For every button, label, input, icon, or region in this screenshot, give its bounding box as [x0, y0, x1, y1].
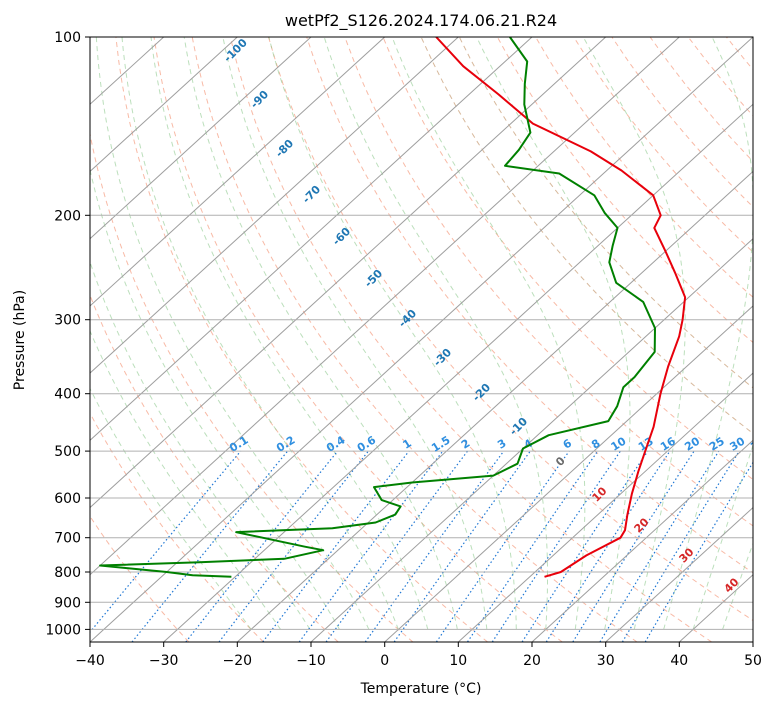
- x-tick-label: 10: [449, 653, 467, 669]
- dry-adiabat: [90, 515, 190, 642]
- moist-adiabat: [150, 37, 429, 630]
- dewpoint-profile: [99, 37, 656, 578]
- x-tick-label: −30: [149, 653, 179, 669]
- moist-adiabat: [391, 37, 586, 630]
- x-tick-label: −40: [75, 653, 105, 669]
- mixing-ratio-line: [545, 450, 671, 642]
- isotherm: [90, 37, 312, 240]
- moist-adiabat: [121, 37, 399, 630]
- x-tick-label: −10: [296, 653, 326, 669]
- mixing-ratio-line: [131, 450, 289, 642]
- moist-adiabat: [476, 37, 631, 630]
- isotherm: [90, 37, 753, 642]
- dry-adiabat: [90, 293, 339, 642]
- isobars: [90, 37, 753, 630]
- x-tick-label: 40: [670, 653, 688, 669]
- dry-adiabat: [306, 37, 753, 574]
- isotherm: [384, 305, 753, 642]
- x-tick-label: −20: [223, 653, 253, 669]
- mixing-ratio-line: [262, 450, 410, 642]
- y-tick-label: 200: [54, 208, 81, 224]
- isotherm: [90, 37, 680, 576]
- isotherm: [531, 439, 753, 642]
- dry-adiabat: [268, 37, 753, 622]
- mixing-ratio-line: [325, 450, 468, 642]
- isotherm: [236, 170, 753, 642]
- mixing-ratio-line: [364, 450, 505, 642]
- y-tick-label: 300: [54, 313, 81, 329]
- dry-adiabat: [153, 37, 563, 642]
- moist-adiabat: [90, 167, 340, 630]
- dry-adiabat: [765, 37, 775, 642]
- moist-adiabats: [90, 37, 753, 630]
- x-tick-label: 30: [597, 653, 615, 669]
- dry-adiabat: [458, 37, 753, 389]
- y-tick-label: 1000: [45, 622, 81, 638]
- y-tick-label: 400: [54, 387, 81, 403]
- moist-adiabat: [90, 329, 281, 630]
- x-axis: −40 −30 −20 −10 0 10 20 30 40 50: [75, 642, 762, 669]
- x-tick-label: 20: [523, 653, 541, 669]
- temperature-profile: [435, 37, 687, 578]
- isotherms: [90, 37, 753, 642]
- dry-adiabat: [496, 37, 753, 344]
- y-axis-title: Pressure (hPa): [12, 290, 28, 390]
- isotherm: [90, 37, 607, 509]
- isotherm: [457, 372, 753, 642]
- dry-adiabat: [90, 412, 264, 642]
- y-tick-label: 500: [54, 444, 81, 460]
- moist-adiabat: [90, 260, 311, 630]
- moist-adiabat: [323, 37, 548, 630]
- chart-title: wetPf2_S126.2024.174.06.21.R24: [285, 11, 557, 31]
- y-tick-label: 900: [54, 595, 81, 611]
- mixing-ratio-line: [621, 450, 740, 642]
- moist-adiabat: [183, 37, 458, 630]
- mixing-ratio-line: [298, 450, 444, 642]
- y-tick-label: 700: [54, 531, 81, 547]
- mixing-ratio-label: 36: [748, 434, 768, 453]
- x-axis-title: Temperature (°C): [360, 681, 482, 697]
- isotherm: [605, 506, 753, 642]
- mixing-ratio-line: [185, 450, 339, 642]
- isotherm: [90, 37, 459, 374]
- mixing-ratio-line: [435, 450, 570, 642]
- isotherm: [752, 641, 753, 642]
- profiles: [99, 37, 687, 578]
- dry-adiabat: [115, 37, 488, 642]
- y-tick-label: 800: [54, 565, 81, 581]
- y-tick-label: 600: [54, 491, 81, 507]
- moist-adiabat: [582, 37, 686, 630]
- x-tick-label: 50: [744, 653, 762, 669]
- isotherm: [310, 237, 753, 642]
- moist-adiabat: [95, 37, 370, 630]
- x-tick-label: 0: [380, 653, 389, 669]
- plot-frame: [89, 36, 754, 643]
- y-axis: 100 200 300 400 500 600 700 800 900 1000: [45, 30, 90, 638]
- moist-adiabat: [90, 387, 252, 630]
- mixing-ratio-line: [491, 450, 621, 642]
- isotherm: [90, 37, 533, 442]
- isotherm: [90, 37, 238, 173]
- isotherm: [90, 37, 386, 307]
- mixing-ratio-line: [466, 450, 599, 642]
- mixing-ratio-line: [572, 450, 695, 642]
- y-tick-label: 100: [54, 30, 81, 46]
